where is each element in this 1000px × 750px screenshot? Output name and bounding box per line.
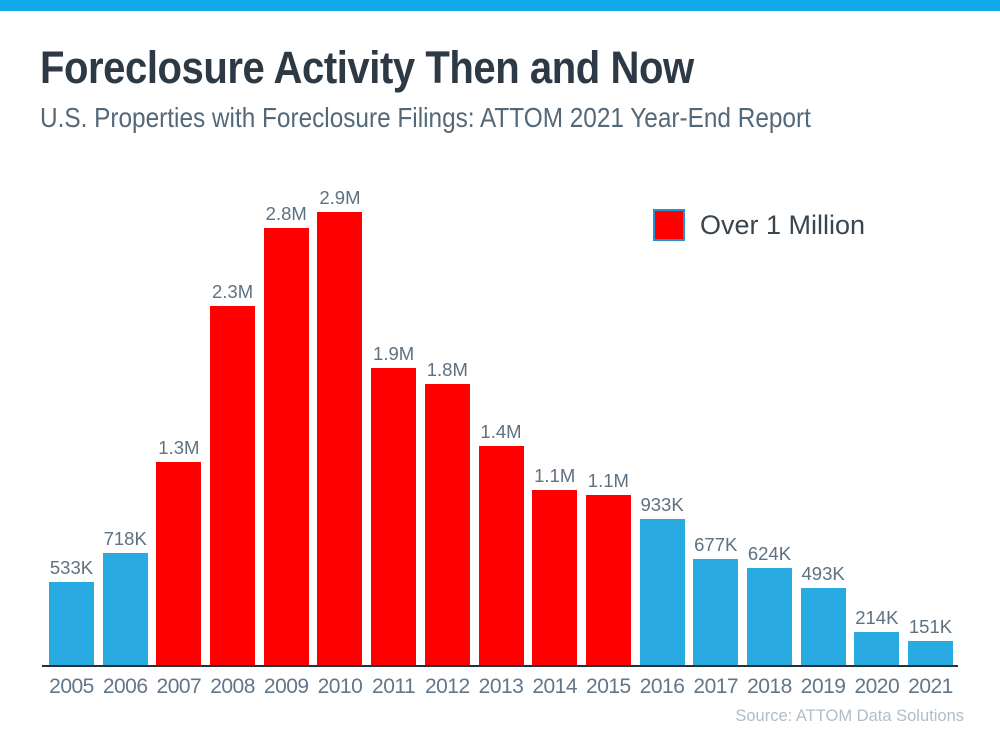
bar bbox=[908, 641, 953, 665]
bar-column-2010: 2.9M bbox=[317, 186, 363, 665]
x-axis-label: 2006 bbox=[102, 675, 148, 698]
bar-value-label: 533K bbox=[49, 556, 94, 578]
bar bbox=[532, 490, 578, 665]
bar-column-2016: 933K bbox=[639, 493, 685, 665]
bar-column-2021: 151K bbox=[908, 615, 953, 665]
x-axis-label: 2014 bbox=[532, 675, 578, 698]
x-axis-label: 2021 bbox=[908, 675, 953, 698]
bar-value-label: 2.3M bbox=[211, 280, 254, 302]
bar bbox=[156, 462, 202, 665]
bar-value-label: 2.8M bbox=[265, 202, 307, 224]
bar-column-2020: 214K bbox=[854, 606, 900, 665]
bar-column-2012: 1.8M bbox=[424, 358, 470, 665]
x-axis-label: 2012 bbox=[424, 675, 470, 698]
top-accent-bar bbox=[0, 0, 1000, 11]
bar-value-label: 1.3M bbox=[158, 436, 200, 458]
bar bbox=[210, 306, 256, 665]
bar-column-2009: 2.8M bbox=[263, 202, 309, 665]
bar-value-label: 1.1M bbox=[587, 469, 629, 491]
bar-column-2015: 1.1M bbox=[585, 469, 631, 665]
bar-chart: 533K 718K 1.3M 2.3M 2.8M 2.9M 1.9M 1.8M 1.4M 1.1M… bbox=[49, 186, 953, 665]
source-note: Source: ATTOM Data Solutions bbox=[735, 707, 964, 725]
bar-value-label: 677K bbox=[694, 533, 738, 555]
x-axis-label: 2020 bbox=[854, 675, 900, 698]
bar bbox=[639, 519, 685, 665]
legend-label: Over 1 Million bbox=[700, 209, 866, 240]
x-axis-label: 2010 bbox=[317, 675, 363, 698]
bar bbox=[585, 495, 631, 665]
bar-column-2019: 493K bbox=[800, 562, 846, 665]
page-title: Foreclosure Activity Then and Now bbox=[40, 42, 694, 93]
bar-value-label: 1.4M bbox=[480, 420, 522, 442]
bar-value-label: 718K bbox=[103, 527, 147, 549]
bar-column-2008: 2.3M bbox=[210, 280, 256, 665]
bar bbox=[49, 582, 94, 665]
x-axis-label: 2013 bbox=[478, 675, 524, 698]
bar bbox=[854, 632, 900, 665]
x-axis-label: 2011 bbox=[372, 675, 416, 698]
bar bbox=[424, 384, 470, 665]
bar bbox=[693, 559, 739, 665]
bar bbox=[478, 446, 524, 665]
bar-value-label: 1.8M bbox=[426, 358, 468, 380]
x-axis-line bbox=[42, 665, 958, 667]
x-axis-label: 2007 bbox=[156, 675, 202, 698]
bar-value-label: 1.1M bbox=[534, 464, 576, 486]
x-axis-label: 2008 bbox=[210, 675, 255, 698]
bar-column-2014: 1.1M bbox=[532, 464, 578, 665]
x-axis-label: 2009 bbox=[263, 675, 309, 698]
page-subtitle: U.S. Properties with Foreclosure Filings… bbox=[40, 102, 811, 133]
bar bbox=[317, 212, 363, 665]
bar-column-2013: 1.4M bbox=[478, 420, 524, 665]
x-axis-label: 2018 bbox=[747, 675, 792, 698]
x-axis-label: 2016 bbox=[639, 675, 685, 698]
bar-column-2017: 677K bbox=[693, 533, 739, 665]
bar bbox=[102, 553, 148, 665]
x-axis-label: 2017 bbox=[693, 675, 739, 698]
bar-value-label: 2.9M bbox=[319, 186, 361, 208]
bar-value-label: 624K bbox=[747, 542, 792, 564]
bar bbox=[263, 228, 309, 665]
bar bbox=[746, 568, 792, 665]
bar-value-label: 214K bbox=[855, 606, 899, 628]
x-axis-label: 2019 bbox=[800, 675, 846, 698]
bar-column-2005: 533K bbox=[49, 556, 94, 665]
x-axis-labels: 2005 2006 2007 2008 2009 2010 2011 2012 2013 2014… bbox=[49, 675, 953, 698]
bar-value-label: 151K bbox=[908, 615, 953, 637]
bar-value-label: 1.9M bbox=[373, 342, 415, 364]
x-axis-label: 2005 bbox=[49, 675, 94, 698]
bar-column-2007: 1.3M bbox=[156, 436, 202, 665]
bar bbox=[371, 368, 417, 665]
bar-value-label: 493K bbox=[801, 562, 845, 584]
bar-value-label: 933K bbox=[640, 493, 684, 515]
legend: Over 1 Million bbox=[653, 209, 865, 241]
x-axis-label: 2015 bbox=[586, 675, 631, 698]
legend-swatch-red bbox=[653, 209, 685, 241]
bar-column-2011: 1.9M bbox=[371, 342, 417, 665]
bar-column-2006: 718K bbox=[102, 527, 148, 665]
bar-column-2018: 624K bbox=[746, 542, 792, 665]
bar bbox=[800, 588, 846, 665]
